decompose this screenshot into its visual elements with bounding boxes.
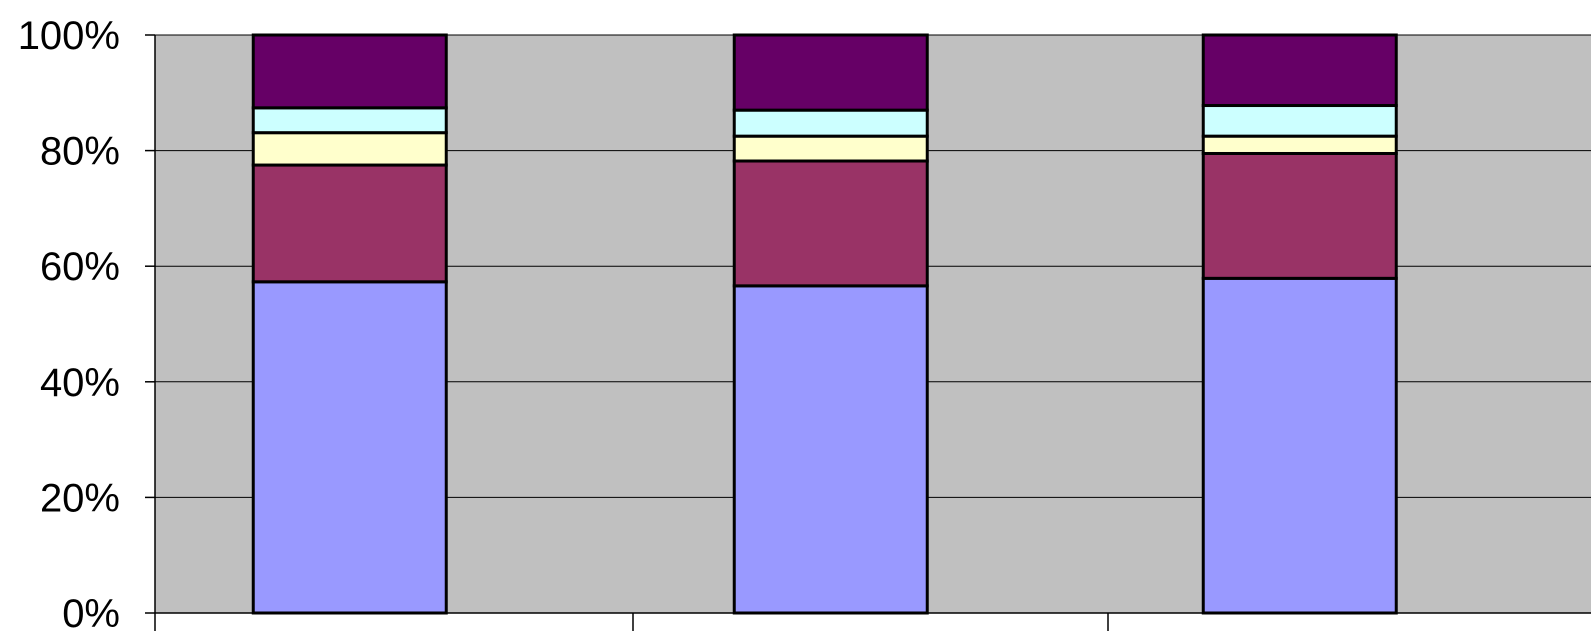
axes: [145, 34, 1591, 631]
bars: [251, 33, 1398, 615]
y-tick-label: 0%: [62, 592, 120, 636]
y-tick-label: 100%: [18, 14, 120, 58]
bar-segment-series-3-category-3: [1201, 134, 1398, 155]
bar-segment-series-5-category-1: [251, 33, 448, 110]
y-tick-label: 80%: [40, 130, 120, 174]
bar-segment-series-4-category-1: [251, 106, 448, 135]
y-tick-label: 60%: [40, 245, 120, 289]
bar-segment-series-2-category-2: [732, 159, 929, 288]
bar-segment-series-4-category-3: [1201, 104, 1398, 138]
bar-segment-series-5-category-3: [1201, 33, 1398, 108]
y-tick-label: 40%: [40, 361, 120, 405]
bar-segment-series-1-category-3: [1201, 276, 1398, 615]
y-axis-tick-labels: 0% 20% 40% 60% 80% 100%: [18, 14, 120, 636]
bar-segment-series-4-category-2: [732, 108, 929, 138]
bar-segment-series-1-category-1: [251, 280, 448, 615]
bar-segment-series-1-category-2: [732, 284, 929, 615]
bar-segment-series-2-category-3: [1201, 151, 1398, 280]
y-tick-label: 20%: [40, 476, 120, 520]
bar-segment-series-2-category-1: [251, 163, 448, 284]
bar-segment-series-3-category-1: [251, 131, 448, 167]
bar-segment-series-3-category-2: [732, 134, 929, 163]
bar-segment-series-5-category-2: [732, 33, 929, 112]
